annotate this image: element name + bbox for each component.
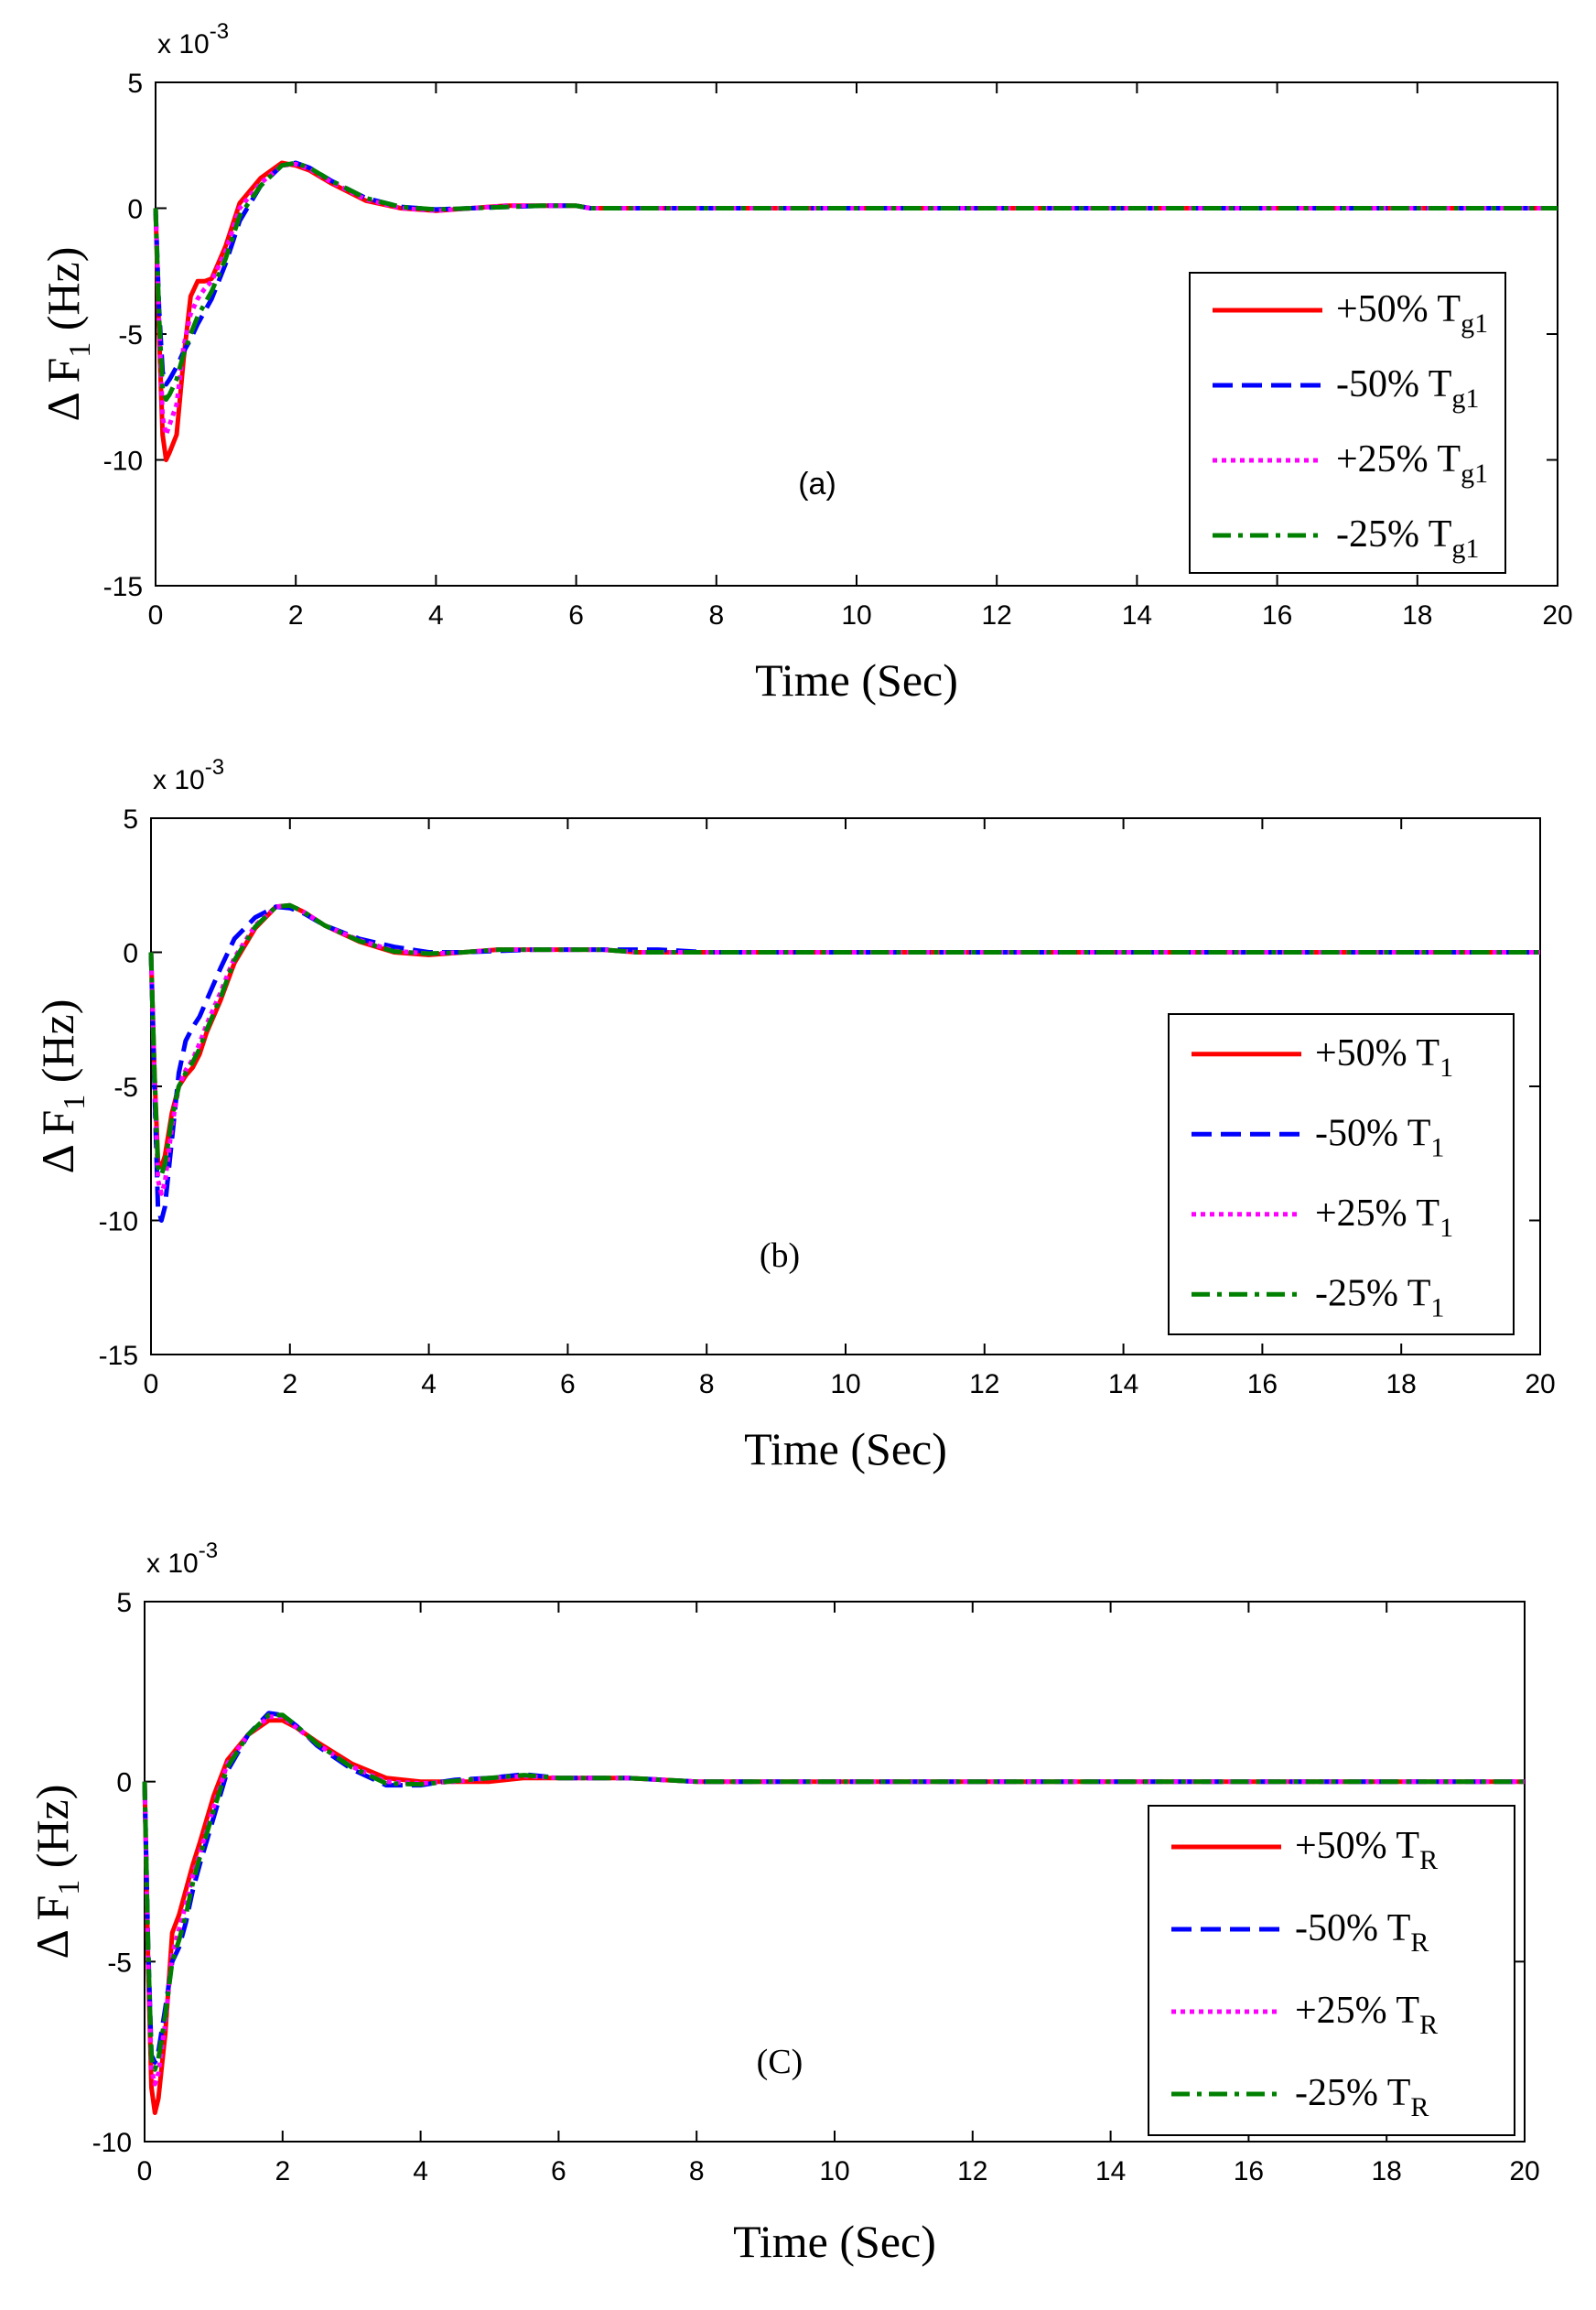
panel-label: (a) <box>798 467 836 502</box>
x-tick-label: 20 <box>1525 1369 1555 1399</box>
legend-label-1: +50% T1 <box>1315 1032 1453 1083</box>
legend-label-3: +25% T1 <box>1315 1193 1453 1243</box>
x-tick-label: 10 <box>819 2156 849 2186</box>
x-tick-label: 18 <box>1386 1369 1417 1399</box>
x-tick-label: 0 <box>137 2156 153 2186</box>
x-axis-label: Time (Sec) <box>755 654 958 706</box>
y-tick-label: 0 <box>116 1768 132 1798</box>
x-tick-label: 12 <box>957 2156 987 2186</box>
x-tick-label: 16 <box>1234 2156 1264 2186</box>
x-tick-label: 14 <box>1095 2156 1126 2186</box>
x-tick-label: 2 <box>282 1369 297 1399</box>
legend: +50% Tg1 -50% Tg1 +25% Tg1 -25% Tg1 <box>1189 272 1506 574</box>
y-multiplier: x 10-3 <box>157 19 229 59</box>
x-tick-label: 6 <box>551 2156 566 2186</box>
legend-label-2: -50% TR <box>1295 1907 1429 1958</box>
y-tick-label: -5 <box>107 1948 132 1978</box>
y-tick-label: -15 <box>99 1341 138 1371</box>
y-tick-label: 5 <box>116 1588 132 1618</box>
series-line-3 <box>142 1714 1525 2087</box>
x-tick-label: 2 <box>288 600 304 631</box>
legend-label-1: +50% Tg1 <box>1336 288 1488 339</box>
panel-label: (b) <box>760 1236 800 1275</box>
x-tick-label: 16 <box>1262 600 1292 631</box>
y-multiplier: x 10-3 <box>146 1538 218 1579</box>
series-line-3 <box>148 902 1540 1196</box>
x-tick-label: 14 <box>1122 600 1152 631</box>
y-tick-label: -15 <box>103 572 143 602</box>
y-tick-label: -5 <box>118 320 143 351</box>
y-tick-label: 0 <box>127 195 143 225</box>
x-tick-label: 14 <box>1108 1369 1138 1399</box>
x-tick-label: 4 <box>421 1369 437 1399</box>
y-tick-label: -10 <box>92 2128 132 2158</box>
legend-box <box>1168 1013 1515 1335</box>
x-tick-label: 8 <box>699 1369 715 1399</box>
y-multiplier: x 10-3 <box>153 755 224 795</box>
y-tick-label: 5 <box>123 804 138 835</box>
x-tick-label: 20 <box>1542 600 1572 631</box>
x-tick-label: 0 <box>144 1369 159 1399</box>
panel-label: (C) <box>757 2043 803 2081</box>
chart-panel-2: 0 2 4 6 8 10 12 14 16 18 20 5 0 -5 -10 -15 x 10-3 Time (S… <box>32 755 1556 1474</box>
series-line-4 <box>153 160 1558 402</box>
y-tick-label: 0 <box>123 939 138 969</box>
legend-box <box>1148 1805 1515 2136</box>
x-axis-label: Time (Sec) <box>744 1423 947 1474</box>
x-tick-label: 8 <box>689 2156 705 2186</box>
legend-label-3: +25% Tg1 <box>1336 438 1488 489</box>
y-axis-label: Δ F1 (Hz) <box>27 1785 86 1959</box>
legend-box <box>1189 272 1506 574</box>
legend-label-1: +50% TR <box>1295 1825 1438 1875</box>
x-tick-label: 18 <box>1402 600 1432 631</box>
x-tick-label: 2 <box>275 2156 290 2186</box>
y-tick-label: 5 <box>127 69 143 99</box>
y-axis-label: Δ F1 (Hz) <box>38 247 97 422</box>
x-tick-label: 18 <box>1372 2156 1402 2186</box>
x-tick-label: 10 <box>830 1369 860 1399</box>
legend-label-4: -25% T1 <box>1315 1272 1444 1322</box>
y-tick-label: -10 <box>99 1207 138 1237</box>
y-tick-label: -10 <box>103 447 143 477</box>
x-tick-label: 4 <box>413 2156 428 2186</box>
x-tick-label: 10 <box>841 600 871 631</box>
x-tick-label: 20 <box>1509 2156 1539 2186</box>
legend-label-2: -50% Tg1 <box>1336 363 1479 414</box>
legend-label-4: -25% Tg1 <box>1336 513 1479 564</box>
legend: +50% T1 -50% T1 +25% T1 -25% T1 <box>1168 1013 1515 1335</box>
chart-panel-1: 0 2 4 6 8 10 12 14 16 18 20 5 0 -5 -10 -15 x 10-3 Time (S… <box>38 19 1573 706</box>
x-tick-label: 0 <box>148 600 164 631</box>
x-tick-label: 6 <box>560 1369 576 1399</box>
x-tick-label: 12 <box>982 600 1012 631</box>
x-tick-label: 6 <box>568 600 584 631</box>
series-line-4 <box>148 902 1540 1178</box>
x-tick-label: 12 <box>969 1369 999 1399</box>
chart-panel-3: 0 2 4 6 8 10 12 14 16 18 20 5 0 -5 -10 x 10-3 Time (Sec)… <box>27 1538 1540 2267</box>
legend-label-4: -25% TR <box>1295 2072 1429 2122</box>
x-axis-label: Time (Sec) <box>733 2216 936 2267</box>
x-tick-label: 16 <box>1247 1369 1278 1399</box>
legend-label-3: +25% TR <box>1295 1990 1438 2040</box>
legend: +50% TR -50% TR +25% TR -25% TR <box>1148 1805 1515 2136</box>
x-tick-label: 8 <box>708 600 724 631</box>
y-tick-label: -5 <box>113 1073 138 1103</box>
y-axis-label: Δ F1 (Hz) <box>32 999 92 1174</box>
x-tick-label: 4 <box>428 600 444 631</box>
legend-label-2: -50% T1 <box>1315 1112 1444 1162</box>
